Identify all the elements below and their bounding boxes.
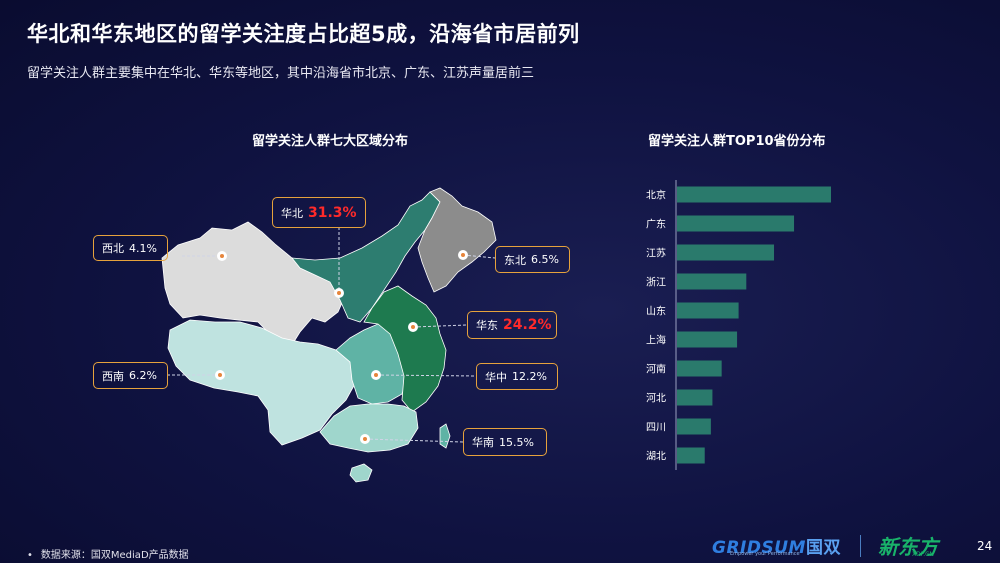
callout-dongbei: 东北 6.5% [495,246,570,273]
bar-河南 [677,360,722,377]
map-markers [215,250,468,444]
bar-上海 [677,331,738,348]
bar-江苏 [677,244,775,261]
map-region-dongbei [417,187,497,293]
gridsum-logo-text: GRIDSUM [712,538,806,558]
map-island-hainan [349,463,373,483]
callout-xibei-name: 西北 [102,242,124,255]
gridsum-logo: GRIDSUM国双 [712,533,841,558]
bar-category-label: 广东 [646,218,666,231]
callout-huanan: 华南 15.5% [463,428,547,456]
callout-huabei-name: 华北 [281,206,303,220]
bar-湖北 [677,447,705,464]
callout-huadong: 华东 24.2% [467,311,557,339]
callout-dongbei-value: 6.5% [531,253,559,266]
callout-xinan: 西南 6.2% [93,362,168,389]
callout-huazhong-name: 华中 [485,370,507,384]
gridsum-logo-cn: 国双 [805,538,841,558]
bar-category-label: 河南 [646,363,666,376]
page-subtitle: 留学关注人群主要集中在华北、华东等地区，其中沿海省市北京、广东、江苏声量居前三 [27,66,535,81]
footer-bullet: • [27,550,33,561]
map-region-xibei [161,221,346,349]
bar-北京 [677,186,831,203]
page-number: 24 [977,539,993,553]
bar-category-label: 江苏 [646,247,666,260]
callout-huabei-value: 31.3% [308,204,357,221]
callout-xibei: 西北 4.1% [93,235,168,261]
bar-河北 [677,389,713,406]
leader-line-huadong [412,324,468,328]
callout-huanan-name: 华南 [472,436,494,449]
leader-line-dongbei [462,254,496,259]
bar-四川 [677,418,711,435]
callout-huadong-name: 华东 [476,319,498,332]
callout-huazhong: 华中 12.2% [476,363,558,390]
bar-category-label: 浙江 [646,277,666,289]
gridsum-tagline: Empower your Performance [730,551,800,557]
footer-source-text: 数据来源：国双MediaD产品数据 [40,550,189,561]
logo-separator [860,535,861,557]
leader-line-huazhong [375,374,477,377]
xdf-logo-sub: XDF.CN [912,551,934,558]
bar-山东 [677,302,739,319]
bar-category-label: 上海 [646,334,666,347]
bar-category-label: 山东 [646,305,666,318]
callout-xinan-value: 6.2% [129,369,157,382]
map-region-xinan [167,319,357,446]
callout-xibei-value: 4.1% [129,241,157,255]
xdf-logo: 新东方 [878,535,938,559]
map-region-huanan [319,403,419,453]
bar-category-label: 北京 [646,189,666,202]
bar-chart-title: 留学关注人群TOP10省份分布 [648,134,826,149]
bar-category-label: 河北 [646,393,666,405]
bar-广东 [677,215,795,232]
callout-huadong-value: 24.2% [503,317,552,333]
leader-line-huanan [364,438,464,443]
callout-huanan-value: 15.5% [499,435,534,449]
callout-dongbei-name: 东北 [504,253,526,267]
callout-huazhong-value: 12.2% [512,370,547,383]
footer-source: • 数据来源：国双MediaD产品数据 [27,546,189,561]
callout-xinan-name: 西南 [102,369,124,383]
bar-category-label: 四川 [646,423,666,434]
map-region-huadong [363,285,447,413]
page-title: 华北和华东地区的留学关注度占比超5成，沿海省市居前列 [27,22,580,46]
map-chart-title: 留学关注人群七大区域分布 [252,134,409,149]
bar-浙江 [677,273,747,290]
callout-huabei: 华北 31.3% [272,197,366,228]
bar-category-label: 湖北 [646,451,666,463]
